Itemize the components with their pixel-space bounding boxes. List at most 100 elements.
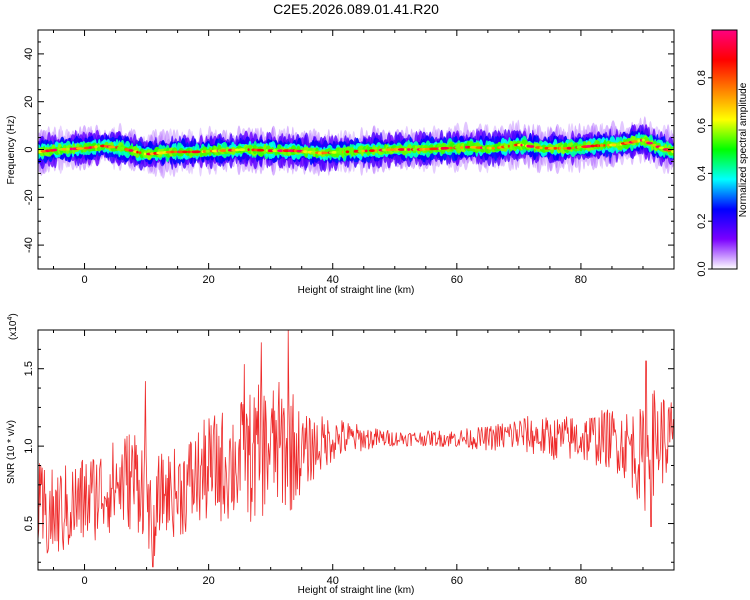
heatmap-peak <box>170 150 175 154</box>
heatmap-peak <box>61 147 68 151</box>
colorbar-bar <box>711 29 738 270</box>
heatmap-peak <box>144 152 146 156</box>
snr-ticks: 0 20 40 60 80 0.5 1.0 1.5 <box>23 329 675 587</box>
heatmap-peak <box>482 146 485 150</box>
heatmap-peak <box>66 147 71 151</box>
heatmap-peak <box>576 145 581 149</box>
snr-xtick-label: 0 <box>81 575 87 587</box>
heatmap-peak <box>412 148 416 151</box>
heatmap-peak <box>303 150 308 154</box>
spectrogram-heatmap <box>38 116 674 179</box>
heatmap-peak <box>470 145 478 149</box>
heatmap-peak <box>671 150 674 153</box>
heatmap-peak <box>520 143 523 147</box>
heatmap-peak <box>539 146 543 150</box>
snr-ylabel: SNR (10 * v/v) <box>6 420 17 484</box>
spectrogram-ytick-label: -40 <box>23 237 35 253</box>
spectrogram-panel: 0 20 40 60 80 40 20 0 -20 -40 Height of straight … <box>6 29 675 296</box>
heatmap-peak <box>69 147 73 151</box>
heatmap-peak <box>503 145 509 149</box>
spectrogram-ytick-label: 0 <box>23 146 35 152</box>
snr-ytick-label: 0.5 <box>23 516 35 531</box>
heatmap-peak <box>397 148 406 151</box>
snr-panel: 0 20 40 60 80 0.5 1.0 1.5 Height of straight li… <box>6 313 675 596</box>
heatmap-peak <box>600 144 604 147</box>
heatmap-peak <box>406 148 411 151</box>
spectrogram-xtick-label: 40 <box>327 274 339 286</box>
heatmap-peak <box>590 144 595 148</box>
heatmap-peak <box>637 139 641 143</box>
heatmap-peak <box>182 150 188 154</box>
colorbar: 0.0 0.2 0.4 0.6 0.8 Normalized spectral ampl… <box>696 29 749 277</box>
heatmap-peak <box>544 146 549 150</box>
heatmap-peak <box>321 151 328 155</box>
spectrogram-ytick-label: 40 <box>23 48 35 60</box>
heatmap-peak <box>441 146 450 150</box>
heatmap-peak <box>128 149 134 152</box>
spectrogram-xtick-label: 80 <box>575 274 587 286</box>
heatmap-peak <box>404 148 407 151</box>
snr-series-line <box>38 330 674 568</box>
heatmap-peak <box>547 146 555 150</box>
colorbar-ticks: 0.0 0.2 0.4 0.6 0.8 <box>696 70 712 277</box>
heatmap-peak <box>528 145 535 148</box>
heatmap-peak <box>430 147 438 151</box>
snr-xlabel: Height of straight line (km) <box>298 585 415 596</box>
heatmap-peak <box>342 150 345 154</box>
heatmap-peak <box>572 146 575 150</box>
heatmap-peak <box>491 146 496 150</box>
spectrogram-xlabel: Height of straight line (km) <box>298 285 415 296</box>
heatmap-peak <box>257 148 265 152</box>
snr-xtick-label: 80 <box>575 575 587 587</box>
snr-ytick-label: 1.0 <box>23 438 35 453</box>
snr-scale-label: (x104) <box>7 313 19 340</box>
heatmap-peak <box>219 149 228 153</box>
heatmap-peak <box>331 151 338 154</box>
heatmap-peak <box>247 148 250 152</box>
colorbar-tick-label: 0.2 <box>696 214 708 229</box>
heatmap-peak <box>368 149 376 153</box>
snr-ytick-label: 1.5 <box>23 361 35 376</box>
colorbar-tick-label: 0.4 <box>696 166 708 181</box>
heatmap-peak <box>507 144 510 148</box>
heatmap-peak <box>277 149 284 153</box>
heatmap-peak <box>454 146 462 150</box>
snr-xtick-label: 40 <box>327 575 339 587</box>
heatmap-peak <box>76 147 84 150</box>
heatmap-peak <box>390 148 395 152</box>
spectrogram-ytick-label: -20 <box>23 189 35 205</box>
heatmap-peak <box>351 150 354 153</box>
spectrogram-ticks: 0 20 40 60 80 40 20 0 -20 -40 <box>23 30 675 286</box>
snr-scale-exponent: 4 <box>7 317 14 321</box>
heatmap-peak <box>558 146 562 150</box>
heatmap-peak <box>364 149 368 153</box>
heatmap-peak <box>107 145 116 149</box>
heatmap-peak <box>194 150 201 154</box>
heatmap-peak <box>631 140 639 143</box>
heatmap-peak <box>385 148 391 152</box>
snr-xtick-label: 20 <box>203 575 215 587</box>
heatmap-peak <box>120 147 125 150</box>
colorbar-tick-label: 0.6 <box>696 118 708 133</box>
heatmap-peak <box>345 150 350 154</box>
heatmap-peak <box>616 143 621 147</box>
snr-frame <box>37 329 675 571</box>
heatmap-peak <box>136 150 139 154</box>
heatmap-peak <box>611 143 617 147</box>
heatmap-peak <box>265 149 268 152</box>
heatmap-peak <box>187 150 191 154</box>
heatmap-peak <box>374 149 378 152</box>
heatmap-peak <box>100 144 105 148</box>
colorbar-tick-label: 0.0 <box>696 261 708 276</box>
heatmap-peak <box>336 150 342 154</box>
heatmap-peak <box>450 146 453 150</box>
heatmap-peak <box>603 144 606 147</box>
colorbar-label: Normalized spectral amplitude <box>738 82 749 217</box>
spectrogram-ytick-label: 20 <box>23 96 35 108</box>
heatmap-peak <box>459 146 464 149</box>
heatmap-peak <box>94 145 98 149</box>
figure-title: C2E5.2026.089.01.41.R20 <box>273 1 439 17</box>
heatmap-peak <box>138 151 142 155</box>
heatmap-peak <box>641 138 645 142</box>
